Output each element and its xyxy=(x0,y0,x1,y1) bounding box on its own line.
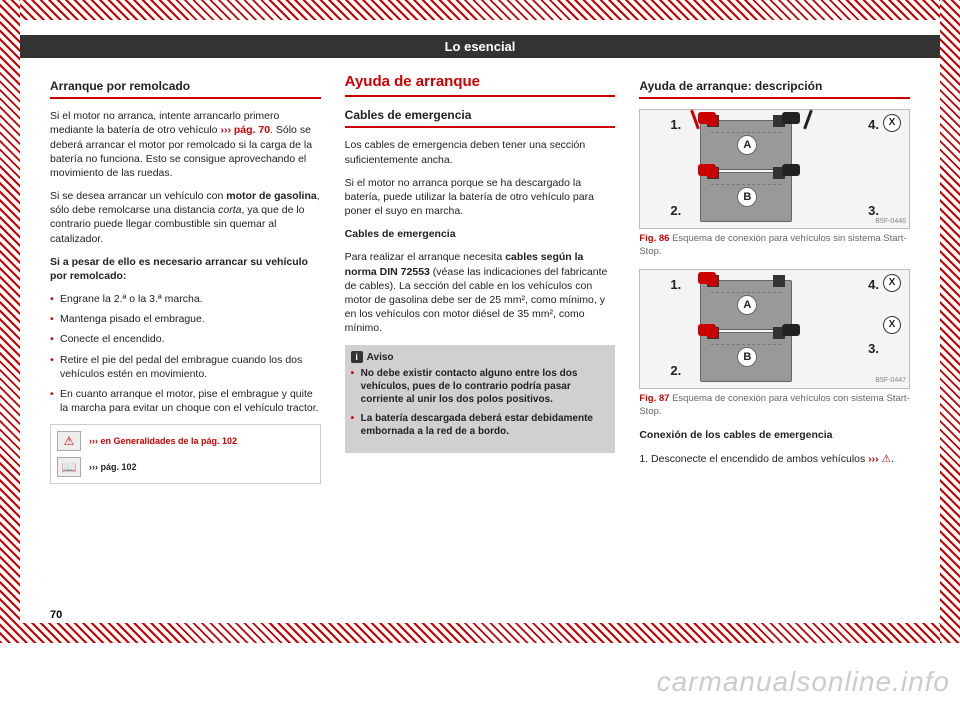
figure-87: A B 1. 2. 3. 4. X X B5F-0447 xyxy=(639,269,910,389)
book-icon: 📖 xyxy=(57,457,81,477)
subheading: Si a pesar de ello es necesario arrancar… xyxy=(50,255,321,283)
step-1: 1. xyxy=(670,276,681,294)
clamp-red xyxy=(698,324,716,336)
battery-deco xyxy=(711,336,781,345)
clamp-red xyxy=(698,272,716,284)
battery-deco xyxy=(711,284,781,293)
step: 1. Desconecte el encendido de ambos vehí… xyxy=(639,452,910,466)
figure-caption-text: Esquema de conexión para vehículos con s… xyxy=(639,393,909,417)
step-2: 2. xyxy=(670,202,681,220)
step-3: 3. xyxy=(868,340,879,358)
notice-title: Aviso xyxy=(367,351,394,364)
notice-box: i Aviso No debe existir contacto alguno … xyxy=(345,345,616,453)
para: Para realizar el arranque necesita cable… xyxy=(345,250,616,335)
x-marker: X xyxy=(883,114,901,132)
x-marker: X xyxy=(883,274,901,292)
section-cables-emergencia: Cables de emergencia xyxy=(345,107,616,128)
column-3: Ayuda de arranque: descripción A B xyxy=(639,72,910,484)
hatch-border-bottom xyxy=(0,623,960,643)
battery-label-a: A xyxy=(737,135,757,155)
battery-label-b: B xyxy=(737,347,757,367)
clamp-black xyxy=(782,324,800,336)
list-item: Engrane la 2.ª o la 3.ª marcha. xyxy=(50,292,321,306)
battery-label-b: B xyxy=(737,187,757,207)
section-ayuda-descripcion: Ayuda de arranque: descripción xyxy=(639,78,910,99)
section-arranque-remolcado: Arranque por remolcado xyxy=(50,78,321,99)
bullet-list: Engrane la 2.ª o la 3.ª marcha. Mantenga… xyxy=(50,292,321,415)
list-item: La batería descargada deberá estar debid… xyxy=(351,412,610,438)
clamp-black xyxy=(782,112,800,124)
text: Para realizar el arranque necesita xyxy=(345,251,506,263)
figure-number: Fig. 86 xyxy=(639,233,669,244)
battery-a: A xyxy=(700,280,792,330)
clamp-red xyxy=(698,164,716,176)
clamp-black xyxy=(782,164,800,176)
battery-deco xyxy=(711,176,781,185)
column-1: Arranque por remolcado Si el motor no ar… xyxy=(50,72,321,484)
column-2: Ayuda de arranque Cables de emergencia L… xyxy=(345,72,616,484)
ref: ››› xyxy=(868,453,881,465)
para: Si el motor no arranca porque se ha desc… xyxy=(345,176,616,219)
step-4: 4. xyxy=(868,276,879,294)
notice-list: No debe existir contacto alguno entre lo… xyxy=(351,367,610,438)
reference-box: ⚠ ››› en Generalidades de la pág. 102 📖 … xyxy=(50,424,321,484)
terminal-neg xyxy=(773,275,785,287)
list-item: Conecte el encendido. xyxy=(50,332,321,346)
text: 1. Desconecte el encendido de ambos vehí… xyxy=(639,453,868,465)
ref-text: ››› en Generalidades de la pág. 102 xyxy=(89,435,237,447)
notice-header: i Aviso xyxy=(351,351,610,364)
page-number: 70 xyxy=(50,609,62,621)
battery-b: B xyxy=(700,332,792,382)
hatch-border-left xyxy=(0,0,20,643)
list-item: No debe existir contacto alguno entre lo… xyxy=(351,367,610,406)
chapter-header: Lo esencial xyxy=(20,35,940,58)
warning-icon: ⚠ xyxy=(57,431,81,451)
list-item: En cuanto arranque el motor, pise el emb… xyxy=(50,387,321,415)
battery-a: A xyxy=(700,120,792,170)
list-item: Retire el pie del pedal del embrague cua… xyxy=(50,353,321,381)
battery-b: B xyxy=(700,172,792,222)
text: Si se desea arrancar un vehículo con xyxy=(50,190,226,202)
para: Si se desea arrancar un vehículo con mot… xyxy=(50,189,321,246)
figure-caption-text: Esquema de conexión para vehículos sin s… xyxy=(639,233,906,257)
ref-row: ⚠ ››› en Generalidades de la pág. 102 xyxy=(57,431,314,451)
figure-number: Fig. 87 xyxy=(639,393,669,404)
clamp-red xyxy=(698,112,716,124)
page-ref: ››› pág. 70 xyxy=(220,124,270,136)
list-item: Mantenga pisado el embrague. xyxy=(50,312,321,326)
watermark: carmanualsonline.info xyxy=(657,666,950,698)
step-2: 2. xyxy=(670,362,681,380)
text-bold: motor de gasolina xyxy=(226,190,316,202)
text-italic: corta xyxy=(218,204,241,216)
ref-text: ››› pág. 102 xyxy=(89,461,137,473)
para: Los cables de emergencia deben tener una… xyxy=(345,138,616,166)
ref-row: 📖 ››› pág. 102 xyxy=(57,457,314,477)
columns: Arranque por remolcado Si el motor no ar… xyxy=(50,72,910,484)
subheading: Conexión de los cables de emergencia xyxy=(639,428,910,442)
info-icon: i xyxy=(351,351,363,363)
para: Si el motor no arranca, intente arrancar… xyxy=(50,109,321,180)
section-ayuda-arranque: Ayuda de arranque xyxy=(345,72,616,97)
x-marker: X xyxy=(883,316,901,334)
battery-label-a: A xyxy=(737,295,757,315)
step-4: 4. xyxy=(868,116,879,134)
figure-86: A B 1. 2. 3. 4. X B5F-0446 xyxy=(639,109,910,229)
figure-86-caption: Fig. 86 Esquema de conexión para vehícul… xyxy=(639,233,910,259)
hatch-border-right xyxy=(940,0,960,643)
step-1: 1. xyxy=(670,116,681,134)
figure-87-caption: Fig. 87 Esquema de conexión para vehícul… xyxy=(639,393,910,419)
battery-deco xyxy=(711,124,781,133)
hatch-border-top xyxy=(0,0,960,20)
subheading: Cables de emergencia xyxy=(345,227,616,241)
figure-id: B5F-0447 xyxy=(875,376,906,385)
cable-black xyxy=(804,110,814,130)
warning-icon: ⚠ xyxy=(882,453,891,465)
figure-id: B5F-0446 xyxy=(875,217,906,226)
page-content: Lo esencial Arranque por remolcado Si el… xyxy=(20,20,940,623)
